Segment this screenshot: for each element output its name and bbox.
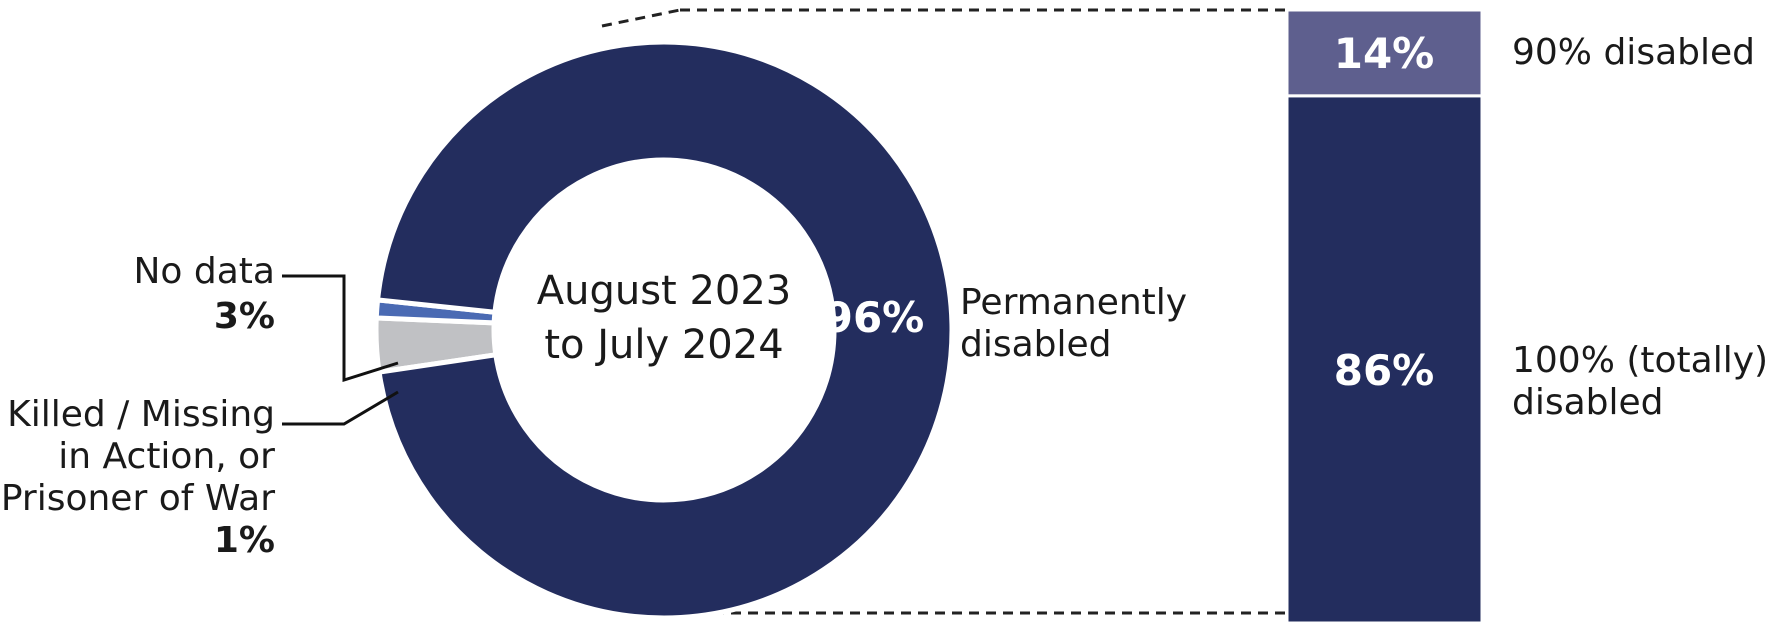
leader-line-kia bbox=[282, 390, 399, 426]
center-label-line-1: August 2023 bbox=[537, 268, 792, 314]
bar-segment-100-disabled bbox=[1285, 94, 1484, 623]
bar-segment-90-disabled bbox=[1285, 8, 1484, 98]
slice-label-permanently-line-2: disabled bbox=[960, 324, 1112, 365]
slice-label-kia-line-1: Killed / Missing bbox=[7, 394, 275, 435]
bar-value-100-disabled: 86% bbox=[1334, 346, 1435, 395]
connector-top-line bbox=[601, 8, 681, 28]
slice-label-no-data: No data bbox=[134, 251, 276, 292]
leader-line-no-data bbox=[282, 274, 399, 383]
slice-label-kia-line-2: in Action, or bbox=[58, 436, 275, 477]
stacked-bar-chart bbox=[1285, 8, 1484, 623]
slice-value-kia: 1% bbox=[214, 520, 275, 561]
bar-label-100-disabled-line-2: disabled bbox=[1512, 382, 1664, 423]
slice-value-no-data: 3% bbox=[214, 296, 275, 337]
slice-value-permanently-disabled: 96% bbox=[824, 293, 925, 342]
center-label-line-2: to July 2024 bbox=[544, 322, 783, 368]
slice-label-permanently-line-1: Permanently bbox=[960, 282, 1187, 323]
donut-chart bbox=[373, 39, 955, 621]
slice-label-kia-line-3: Prisoner of War bbox=[1, 478, 275, 519]
bar-label-90-disabled: 90% disabled bbox=[1512, 32, 1755, 73]
bar-label-100-disabled-line-1: 100% (totally) bbox=[1512, 340, 1768, 381]
bar-value-90-disabled: 14% bbox=[1334, 29, 1435, 78]
slice-permanently-disabled bbox=[374, 39, 955, 621]
